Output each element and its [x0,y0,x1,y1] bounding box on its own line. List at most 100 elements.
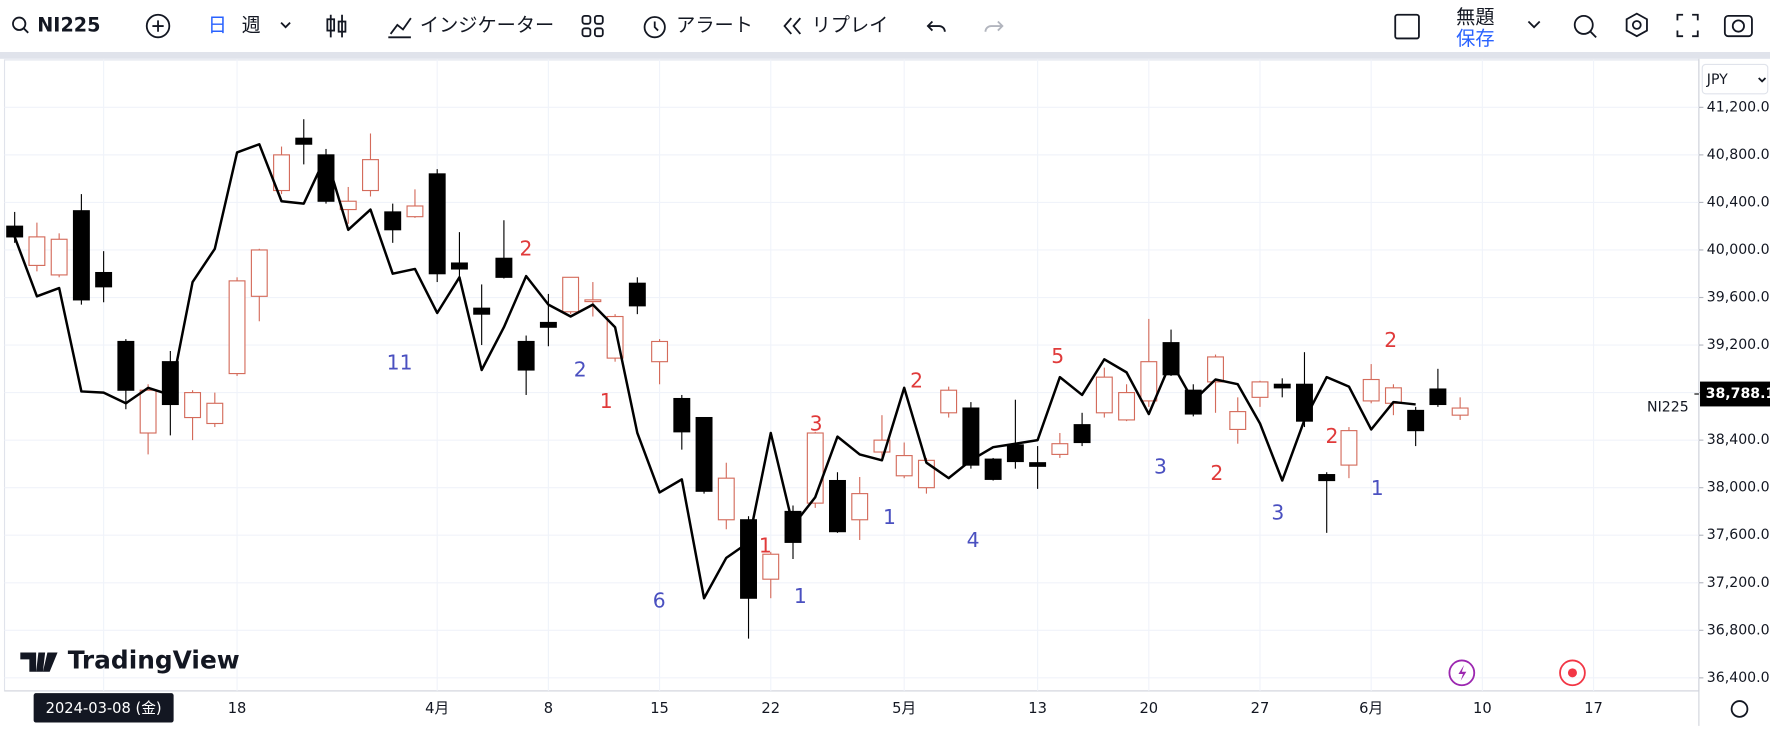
count-label: 1 [1371,476,1384,500]
y-tick-label: 39,600.0 [1707,290,1770,306]
interval-day[interactable]: 日 [208,14,227,37]
alert-icon[interactable] [643,16,666,39]
candle-body [829,479,846,533]
y-tick-label: 38,400.0 [1707,432,1770,448]
candle-body [50,238,68,276]
camera-icon[interactable] [1723,14,1753,38]
x-tick-label: 4月 [425,700,449,717]
undo-icon[interactable] [926,20,946,32]
quick-search-icon [1589,31,1597,38]
y-tick-label: 39,200.0 [1707,337,1770,353]
count-label: 2 [1210,461,1223,485]
candle-body [1095,376,1113,414]
candle-body [1229,411,1247,431]
search-icon[interactable] [12,16,27,31]
candle-body [273,154,290,192]
axis-settings-icon[interactable] [1730,700,1749,718]
toolbar: NI225 日 週 インジケーター アラート リプレイ 無題 保存 [12,6,1753,50]
count-label: 2 [910,369,923,393]
candle-body [1118,392,1136,421]
candle-body [1273,383,1291,389]
candle-body [562,276,580,313]
currency[interactable]: JPY [1706,72,1728,88]
dropdown-icon[interactable] [280,22,291,29]
candle-body [806,432,824,504]
quick-search-icon[interactable] [1573,14,1594,35]
add-icon [152,20,164,32]
candle-body [873,439,891,453]
layout-box[interactable] [1394,13,1420,40]
settings-icon [1631,20,1642,30]
dropdown-icon[interactable] [1758,77,1767,83]
x-tick-label: 27 [1251,700,1270,717]
replay-icon[interactable] [783,17,802,35]
currency-button[interactable] [1701,63,1769,95]
count-label: 5 [1051,344,1064,368]
candle-body [250,249,268,297]
candle-body [940,389,958,414]
x-tick-label: 22 [761,700,780,717]
x-tick-label: 18 [228,700,247,717]
candle-body [473,307,491,315]
add-icon[interactable] [145,13,171,39]
plot: 36,400.0 36,800.0 37,200.0 37,600.0 38,000.0… [4,59,1770,723]
price-line [13,142,1416,600]
count-label: 3 [810,412,823,436]
watermark-text: TradingView [68,646,240,675]
symbol[interactable]: NI225 [37,14,100,37]
candle-body [517,340,535,371]
replay[interactable]: リプレイ [812,14,889,37]
candle-body [762,553,780,580]
count-label: 2 [1326,424,1339,448]
candle-body [139,389,157,434]
count-label: 3 [1271,501,1284,525]
x-tick-label: 15 [650,700,669,717]
x-tick-label: 2024-03-08 (金) [46,700,162,717]
candle-body [228,280,246,375]
indicators[interactable]: インジケーター [420,14,554,37]
x-tick-label: 10 [1473,700,1492,717]
candle-body [673,397,691,433]
candle-icon [326,18,336,32]
count-label: 1 [759,533,772,557]
camera-icon [1731,19,1745,33]
candle-icon [337,20,347,33]
redo-icon[interactable] [984,20,1004,32]
candle-body [695,416,713,492]
lightning-button [1458,664,1467,681]
dropdown-icon[interactable] [1527,20,1541,29]
lightning-button[interactable] [1448,659,1476,687]
y-tick-label: 36,800.0 [1707,622,1770,638]
fullscreen-icon[interactable] [1676,13,1699,38]
last-price-box [1700,381,1770,407]
layout-icon[interactable] [581,14,604,38]
candle-body [1318,474,1336,482]
y-tick-label: 40,400.0 [1707,194,1770,210]
watermark: TradingView [20,646,240,675]
candle-body [539,321,557,328]
candle-body [962,407,980,466]
candle-body [1029,462,1047,467]
record-button [1567,668,1577,678]
x-tick-label: 13 [1028,700,1047,717]
candle-body [95,271,113,288]
count-label: 11 [387,351,413,375]
search-icon [23,27,29,34]
crosshair-date-box [33,693,174,723]
count-label: 1 [794,584,807,608]
alert[interactable]: アラート [676,14,753,37]
candle-body [1051,443,1069,455]
settings-icon[interactable] [1625,12,1648,38]
candle-body [1207,356,1224,383]
record-button[interactable] [1559,659,1586,687]
indicator-icon[interactable] [388,17,412,39]
candle-body [628,282,646,307]
layout-save[interactable]: 保存 [1456,27,1494,50]
interval-week[interactable]: 週 [242,14,261,37]
candle-body [1362,378,1380,402]
candle-body [495,257,513,278]
count-label: 1 [883,505,896,529]
layout-name[interactable]: 無題 [1456,6,1494,29]
candle-body [206,402,224,425]
y-tick-label: 36,400.0 [1707,670,1770,686]
